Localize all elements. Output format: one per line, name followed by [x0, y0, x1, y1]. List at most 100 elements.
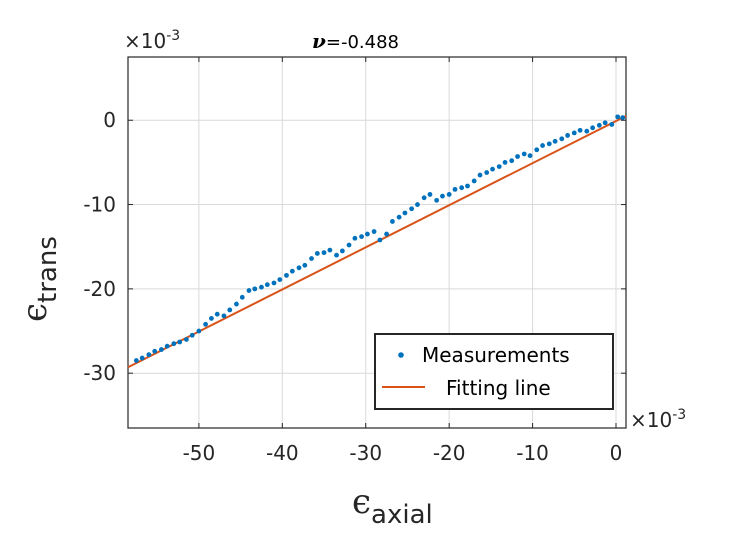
measurement-point [171, 341, 177, 347]
measurement-point [264, 282, 270, 288]
legend-box [374, 333, 614, 410]
measurement-point [427, 192, 433, 197]
measurement-point [521, 151, 527, 157]
measurement-point [277, 277, 283, 282]
measurement-point [289, 268, 295, 274]
y-tick-label: -20 [83, 277, 116, 301]
measurement-point [158, 347, 164, 352]
measurement-point [183, 337, 189, 342]
measurement-point [352, 235, 358, 241]
measurement-point [309, 256, 314, 261]
measurement-point [509, 158, 515, 164]
measurement-point [133, 358, 139, 363]
measurement-point [271, 280, 277, 286]
x-tick-label: -20 [433, 441, 466, 465]
x-tick-label: 0 [610, 441, 623, 465]
measurement-point [602, 120, 608, 126]
measurement-point [314, 251, 320, 256]
measurement-point [446, 192, 452, 197]
grid [128, 57, 626, 428]
measurement-point [227, 307, 233, 313]
legend-label-fitting-line: Fitting line [446, 376, 551, 400]
measurement-point [459, 185, 465, 191]
legend-label-measurements: Measurements [422, 343, 570, 367]
y-tick-label: -10 [83, 193, 116, 217]
measurement-point [234, 301, 239, 307]
measurement-point [327, 247, 333, 253]
measurement-point [515, 154, 520, 159]
measurement-point [620, 115, 626, 121]
measurement-point [246, 288, 252, 293]
measurement-point [284, 272, 289, 278]
measurement-point [477, 172, 483, 178]
measurement-point [221, 313, 227, 319]
measurement-point [584, 128, 590, 134]
measurement-point [527, 153, 533, 159]
measurement-point [239, 294, 245, 300]
measurement-point [252, 286, 258, 292]
measurement-point [384, 231, 389, 237]
x-axis: -50 -40 -30 -20 -10 0 [183, 57, 623, 465]
measurement-point [615, 114, 621, 120]
y-exponent: ×10-3 [124, 28, 180, 53]
y-tick-label: 0 [103, 108, 116, 132]
measurement-point [214, 311, 220, 317]
measurement-point [177, 339, 183, 345]
measurement-point [559, 136, 565, 142]
measurement-point [339, 248, 345, 254]
measurement-point [164, 343, 170, 349]
y-axis-label: ϵtrans [15, 236, 63, 322]
measurement-point [484, 170, 490, 175]
measurement-point [377, 237, 383, 243]
chart-title: ν=-0.488 [312, 29, 399, 53]
measurement-point [534, 147, 540, 153]
measurement-point [390, 219, 395, 224]
measurement-point [609, 122, 615, 127]
measurement-point [259, 284, 264, 290]
measurement-point [415, 202, 420, 207]
measurement-point [196, 328, 202, 334]
measurement-point [440, 193, 445, 199]
measurement-point [139, 355, 145, 361]
y-tick-label: -30 [83, 361, 116, 385]
measurement-point [296, 265, 302, 271]
measurement-point [346, 242, 352, 248]
measurement-point [496, 164, 502, 170]
measurement-point [409, 206, 415, 212]
measurement-point [203, 321, 208, 327]
x-axis-label: ϵaxial [352, 482, 433, 530]
x-tick-label: -50 [183, 441, 216, 465]
measurement-point [434, 197, 440, 203]
measurement-point [396, 214, 402, 220]
measurement-point [565, 133, 571, 138]
measurement-point [552, 138, 558, 144]
measurement-point [571, 130, 577, 136]
measurement-point [465, 183, 470, 189]
x-tick-label: -40 [266, 441, 299, 465]
measurement-point [209, 315, 214, 321]
legend: Measurements Fitting line [374, 333, 614, 410]
plot-area [127, 56, 627, 429]
measurement-point [546, 141, 552, 147]
measurement-point [302, 262, 308, 268]
measurement-point [452, 186, 458, 192]
x-exponent: ×10-3 [630, 407, 686, 432]
measurement-point [471, 178, 477, 184]
measurement-point [490, 166, 495, 172]
measurement-point [577, 127, 583, 133]
x-tick-label: -30 [349, 441, 382, 465]
measurement-point [596, 122, 602, 128]
measurement-point [402, 210, 408, 216]
measurement-point [502, 159, 508, 165]
measurement-point [421, 195, 427, 201]
measurement-point [146, 352, 152, 358]
measurement-point [152, 348, 158, 354]
measurement-point [365, 231, 370, 237]
measurement-point [189, 332, 195, 338]
measurement-point [371, 229, 377, 234]
measurement-point [540, 143, 545, 148]
chart-marks [127, 114, 627, 369]
legend-marker-measurements [398, 352, 404, 358]
x-tick-label: -10 [516, 441, 549, 465]
